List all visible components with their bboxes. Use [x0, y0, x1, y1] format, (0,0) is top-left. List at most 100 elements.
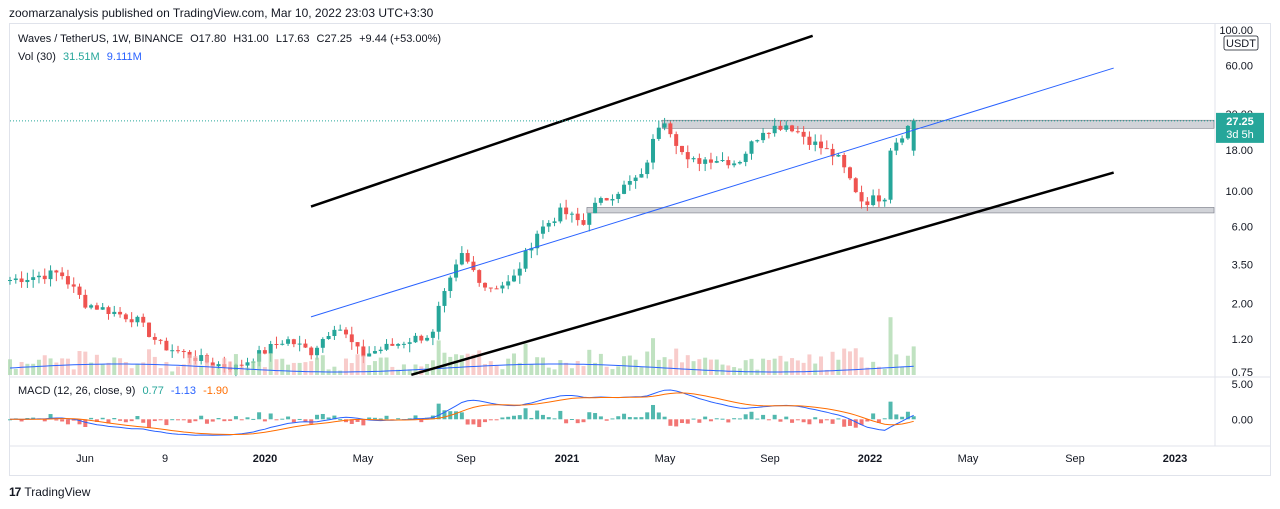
macd-histogram-bar	[506, 416, 511, 420]
ohlc-open: O17.80	[190, 33, 227, 45]
macd-histogram-bar	[668, 419, 673, 426]
time-tick-label: Jun	[76, 453, 94, 465]
macd-histogram-bar	[477, 419, 482, 428]
macd-histogram-bar	[25, 418, 30, 420]
macd-histogram-bar	[129, 419, 134, 422]
candle-body	[268, 343, 273, 354]
candle-body	[471, 261, 476, 271]
price-tick-label: 1.20	[1232, 334, 1253, 346]
volume-bar	[436, 340, 441, 375]
time-tick-label: 2021	[555, 453, 579, 465]
volume-label[interactable]: Vol (30)	[18, 51, 56, 63]
candle-body	[900, 138, 905, 143]
candle-body	[181, 351, 186, 353]
macd-histogram-bar	[239, 419, 244, 421]
macd-histogram-bar	[147, 419, 152, 428]
channel-lower-line	[410, 171, 1115, 377]
volume-bar	[60, 358, 65, 375]
volume-bar	[645, 351, 650, 375]
macd-histogram-bar	[824, 419, 829, 421]
volume-bar	[633, 359, 638, 375]
candle-body	[419, 335, 424, 341]
candle-body	[610, 198, 615, 201]
macd-histogram-bar	[859, 419, 864, 425]
macd-histogram-bar	[517, 415, 522, 420]
macd-signal-value: -1.90	[203, 385, 229, 397]
volume-bar	[343, 358, 348, 375]
macd-histogram-bar	[488, 419, 493, 421]
volume-bar	[129, 368, 134, 375]
candle-body	[286, 339, 291, 344]
volume-bar	[280, 358, 285, 375]
volume-bar	[471, 354, 476, 375]
symbol-name[interactable]: Waves / TetherUS, 1W, BINANCE	[18, 33, 184, 45]
macd-label[interactable]: MACD (12, 26, close, 9)	[18, 385, 136, 397]
volume-bar	[900, 366, 905, 375]
candle-body	[262, 350, 267, 354]
volume-bar	[262, 367, 267, 375]
macd-histogram-value: 0.77	[142, 385, 164, 397]
macd-histogram-bar	[83, 419, 88, 427]
volume-bar	[865, 367, 870, 375]
macd-histogram-bar	[112, 417, 117, 420]
macd-histogram-bar	[720, 418, 725, 420]
candle-body	[830, 148, 835, 157]
tradingview-logo[interactable]: 17 TradingView	[9, 485, 90, 499]
volume-bar	[743, 360, 748, 375]
macd-histogram-bar	[801, 419, 806, 423]
candle-body	[141, 316, 146, 323]
price-tick-label: 60.00	[1225, 61, 1253, 73]
volume-bar	[19, 361, 24, 375]
candle-body	[65, 276, 70, 285]
macd-histogram-bar	[755, 418, 760, 420]
candle-body	[48, 270, 53, 280]
volume-bar	[448, 356, 453, 375]
countdown-label: 3d 5h	[1226, 129, 1254, 141]
volume-bar	[703, 357, 708, 375]
volume-bar	[8, 359, 12, 375]
macd-histogram-bar	[552, 418, 557, 420]
macd-histogram-bar	[280, 418, 285, 420]
macd-histogram-bar	[222, 419, 227, 422]
tv-logo-icon: 17	[9, 485, 21, 499]
candle-body	[755, 140, 760, 142]
macd-histogram-bar	[320, 413, 325, 420]
candle-body	[175, 350, 180, 352]
macd-histogram-bar	[633, 417, 638, 420]
candle-body	[100, 307, 105, 310]
macd-histogram-bar	[558, 410, 563, 420]
volume-bar	[48, 358, 53, 375]
candle-body	[737, 161, 742, 164]
macd-histogram-bar	[378, 418, 383, 420]
volume-bar	[123, 362, 128, 375]
time-tick-label: 9	[162, 453, 168, 465]
macd-histogram-bar	[413, 415, 418, 420]
candle-body	[378, 349, 383, 352]
macd-histogram-bar	[123, 419, 128, 423]
candle-body	[245, 362, 250, 366]
last-price-badge	[1216, 112, 1264, 143]
candle-body	[106, 307, 111, 315]
time-tick-label: Sep	[760, 453, 780, 465]
macd-histogram-bar	[204, 419, 209, 424]
volume-bar	[529, 364, 534, 375]
candle-body	[442, 291, 447, 306]
volume-bar	[187, 354, 192, 375]
macd-histogram-bar	[830, 419, 835, 424]
volume-bar	[720, 364, 725, 375]
volume-bar	[401, 364, 406, 375]
candle-body	[639, 174, 644, 178]
macd-histogram-bar	[199, 415, 204, 420]
macd-histogram-bar	[483, 419, 488, 423]
volume-bar	[407, 369, 412, 375]
candle-body	[291, 339, 296, 345]
price-tick-label: 6.00	[1232, 222, 1253, 234]
macd-histogram-bar	[645, 412, 650, 420]
macd-histogram-bar	[262, 419, 267, 422]
volume-bar	[836, 359, 841, 375]
volume-bar	[181, 364, 186, 375]
candle-body	[384, 343, 389, 350]
volume-bar	[847, 351, 852, 375]
candle-body	[790, 125, 795, 132]
